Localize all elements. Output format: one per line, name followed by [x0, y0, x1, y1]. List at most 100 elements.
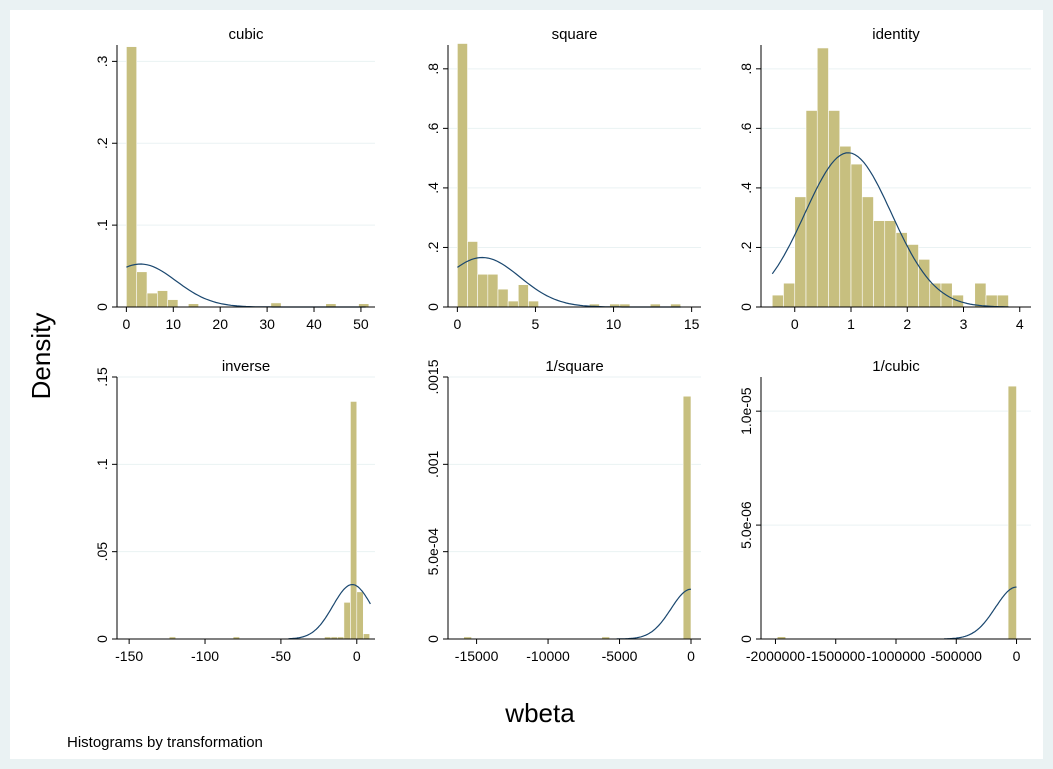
x-tick-label: -150	[115, 648, 143, 664]
histogram-bar	[873, 220, 886, 308]
histogram-bar	[136, 271, 148, 308]
histogram-bar	[126, 46, 138, 308]
x-tick-label: 15	[684, 316, 700, 332]
y-tick-label: .8	[425, 63, 441, 75]
y-tick-label: 5.0e-04	[425, 528, 441, 576]
panel-title: 1/cubic	[872, 358, 920, 375]
x-tick-label: 4	[1016, 316, 1024, 332]
y-tick-label: 0	[94, 303, 110, 311]
histogram-bar	[918, 259, 931, 308]
histogram-bar	[167, 299, 179, 308]
x-tick-label: -10000	[526, 648, 570, 664]
x-tick-label: 0	[1013, 648, 1021, 664]
x-tick-label: 5	[532, 316, 540, 332]
histogram-bar	[682, 395, 692, 640]
panel-4: 1/square 0 5.0e-04 .001 .0015 -15000 -10000 -50…	[425, 358, 701, 664]
normal-density-curve	[288, 583, 371, 640]
y-tick-label: .3	[94, 55, 110, 67]
x-tick-label: 0	[791, 316, 799, 332]
y-tick-label: .1	[94, 458, 110, 470]
y-tick-label: 5.0e-06	[738, 501, 754, 549]
x-tick-label: -100	[191, 648, 219, 664]
x-tick-label: 40	[306, 316, 322, 332]
panel-title: 1/square	[545, 358, 603, 375]
panel-1: square 0 .2 .4 .6 .8 0 5 10 15	[425, 26, 701, 332]
histogram-bar	[343, 602, 351, 640]
x-tick-label: -15000	[455, 648, 499, 664]
histogram-bar	[1007, 385, 1017, 640]
x-tick-label: -5000	[602, 648, 638, 664]
histogram-bar	[839, 145, 852, 308]
histogram-bar	[974, 282, 987, 308]
x-tick-label: 20	[212, 316, 228, 332]
histogram-bar	[861, 196, 874, 308]
y-tick-label: 0	[425, 635, 441, 643]
x-tick-label: 30	[259, 316, 275, 332]
y-tick-label: .1	[94, 219, 110, 231]
y-tick-label: .2	[94, 137, 110, 149]
histogram-bar	[828, 110, 841, 308]
y-tick-label: .2	[425, 241, 441, 253]
histogram-bar	[771, 294, 784, 308]
normal-density-curve	[771, 152, 1009, 308]
panel-title: square	[552, 26, 598, 43]
histogram-bar	[528, 300, 539, 308]
y-tick-label: .4	[738, 182, 754, 194]
y-tick-label: .6	[738, 122, 754, 134]
x-tick-label: 10	[606, 316, 622, 332]
x-tick-label: 2	[903, 316, 911, 332]
panel-title: inverse	[222, 358, 270, 375]
x-tick-label: 10	[166, 316, 182, 332]
histogram-bar	[985, 294, 998, 308]
histogram-bar	[157, 290, 168, 308]
y-tick-label: 0	[738, 303, 754, 311]
graph-region	[10, 10, 1043, 759]
y-tick-label: 0	[425, 303, 441, 311]
x-tick-label: -2000000	[746, 648, 805, 664]
y-tick-label: .001	[425, 450, 441, 477]
histogram-bar	[457, 43, 468, 308]
panel-3: inverse 0 .05 .1 .15 -150 -100 -50 0	[94, 358, 375, 664]
histogram-bar	[487, 273, 499, 308]
x-tick-label: -50	[271, 648, 291, 664]
histogram-bar	[146, 292, 158, 308]
panel-2: identity 0 .2 .4 .6 .8 0 1 2 3 4	[738, 26, 1031, 332]
x-tick-label: -1500000	[806, 648, 865, 664]
histogram-bar	[363, 633, 370, 640]
histogram-bar	[884, 220, 897, 308]
x-axis-title: wbeta	[504, 698, 575, 728]
histogram-bar	[477, 273, 489, 308]
panel-title: identity	[872, 26, 920, 43]
x-tick-label: 0	[122, 316, 130, 332]
y-tick-label: .05	[94, 542, 110, 562]
y-tick-label: .0015	[425, 359, 441, 394]
x-tick-label: 1	[847, 316, 855, 332]
normal-density-curve	[944, 586, 1017, 640]
figure-note: Histograms by transformation	[67, 734, 263, 751]
histogram-bar	[507, 300, 519, 308]
panel-5: 1/cubic 0 5.0e-06 1.0e-05 -2000000 -1500000 -1…	[738, 358, 1031, 664]
x-tick-label: -500000	[931, 648, 983, 664]
histogram-bar	[356, 591, 364, 640]
histogram-bar	[467, 241, 478, 308]
panel-title: cubic	[228, 26, 264, 43]
histogram-bar	[783, 282, 796, 308]
x-tick-label: 0	[353, 648, 361, 664]
x-tick-label: 50	[353, 316, 369, 332]
x-tick-label: 0	[687, 648, 695, 664]
histogram-bar	[906, 244, 919, 308]
x-tick-label: -1000000	[866, 648, 925, 664]
y-tick-label: 0	[738, 635, 754, 643]
y-tick-label: .2	[738, 241, 754, 253]
y-tick-label: .8	[738, 63, 754, 75]
x-tick-label: 0	[453, 316, 461, 332]
histogram-bar	[996, 294, 1009, 308]
y-tick-label: .6	[425, 122, 441, 134]
histogram-bar	[497, 288, 509, 308]
panel-0: cubic 0 .1 .2 .3 0 10 20 30 40 50	[94, 26, 375, 332]
histogram-bar	[350, 401, 358, 640]
y-axis-title: Density	[26, 313, 56, 400]
y-tick-label: .4	[425, 182, 441, 194]
y-tick-label: 1.0e-05	[738, 387, 754, 435]
